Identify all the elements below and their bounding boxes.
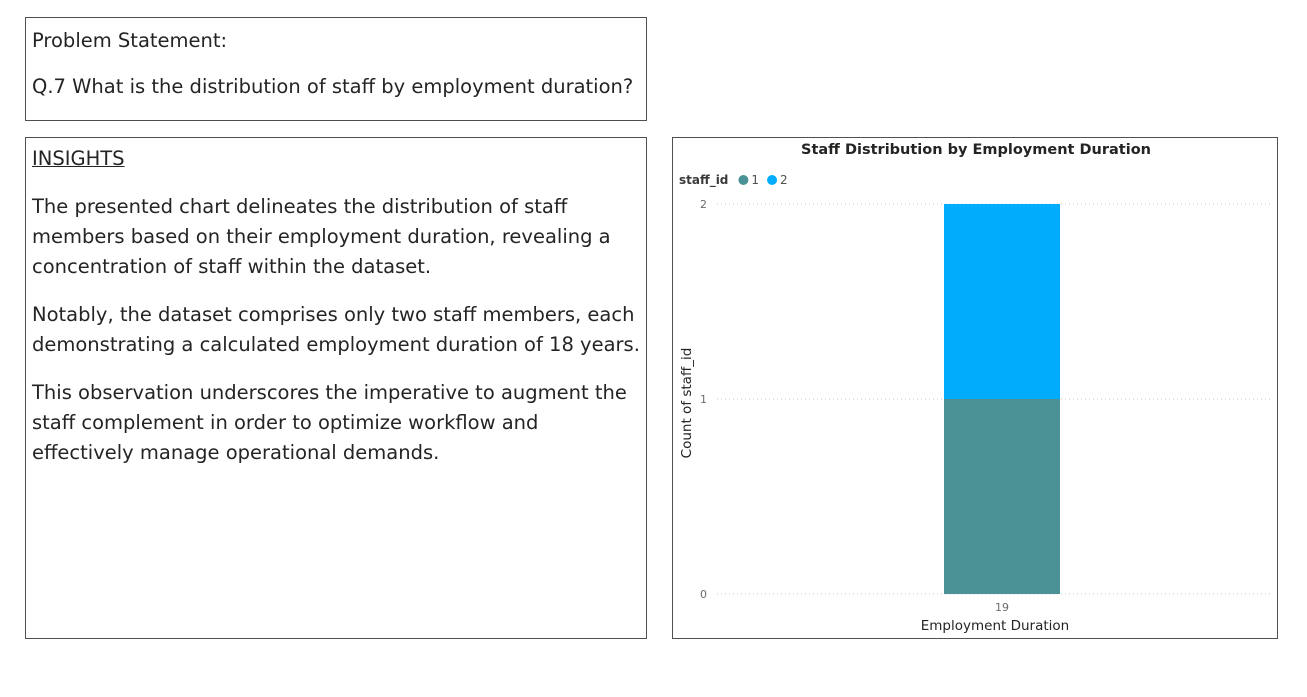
insights-line: members based on their employment durati… <box>32 225 611 248</box>
legend-label-1[interactable]: 1 <box>751 173 759 187</box>
chart-canvas: Staff Distribution by Employment Duratio… <box>679 142 1271 634</box>
y-tick-label: 1 <box>700 393 707 406</box>
insights-line: Notably, the dataset comprises only two … <box>32 303 635 326</box>
insights-box: INSIGHTS The presented chart delineates … <box>25 137 647 639</box>
problem-statement-box: Problem Statement: Q.7 What is the distr… <box>25 17 647 121</box>
legend-marker-2[interactable] <box>767 175 778 185</box>
y-tick-labels: 0 1 2 <box>700 198 707 601</box>
bar-segment-staff-2[interactable] <box>944 204 1060 399</box>
insights-line: concentration of staff within the datase… <box>32 255 432 278</box>
chart-title: Staff Distribution by Employment Duratio… <box>801 142 1151 158</box>
x-tick-labels: 19 <box>995 601 1009 614</box>
y-tick-label: 2 <box>700 198 707 211</box>
bars[interactable] <box>944 204 1060 594</box>
insights-line: This observation underscores the imperat… <box>32 381 627 404</box>
insights-heading: INSIGHTS <box>32 147 125 170</box>
insights-paragraph-3: This observation underscores the imperat… <box>32 378 640 468</box>
y-axis-title: Count of staff_id <box>679 348 695 459</box>
chart-visual[interactable]: Staff Distribution by Employment Duratio… <box>672 137 1278 639</box>
x-axis-title: Employment Duration <box>921 618 1069 634</box>
legend-label-2[interactable]: 2 <box>780 173 788 187</box>
insights-paragraph-2: Notably, the dataset comprises only two … <box>32 300 640 360</box>
bar-segment-staff-1[interactable] <box>944 399 1060 594</box>
x-tick-label: 19 <box>995 601 1009 614</box>
insights-line: staff complement in order to optimize wo… <box>32 411 539 434</box>
insights-paragraph-1: The presented chart delineates the distr… <box>32 192 640 282</box>
insights-line: The presented chart delineates the distr… <box>32 195 568 218</box>
problem-heading: Problem Statement: <box>32 29 228 52</box>
legend-marker-1[interactable] <box>738 175 749 185</box>
insights-line: demonstrating a calculated employment du… <box>32 333 640 356</box>
y-tick-label: 0 <box>700 588 707 601</box>
chart-legend[interactable]: staff_id 1 2 <box>679 173 788 188</box>
legend-title: staff_id <box>679 173 728 188</box>
insights-line: effectively manage operational demands. <box>32 441 440 464</box>
problem-question: Q.7 What is the distribution of staff by… <box>32 75 634 98</box>
